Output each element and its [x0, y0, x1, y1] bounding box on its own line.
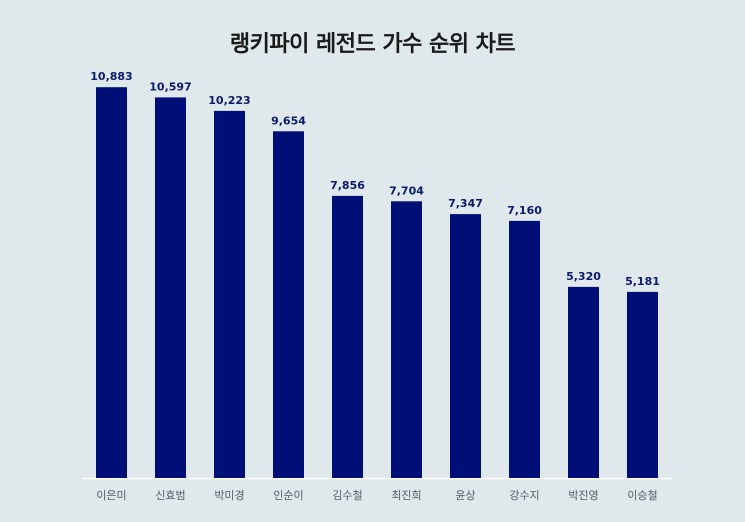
bar-5 [332, 195, 363, 478]
data-label-10: 5,181 [625, 275, 660, 288]
bar-9 [568, 286, 599, 478]
x-tick-label-8: 강수지 [509, 489, 539, 502]
data-label-2: 10,597 [149, 80, 191, 93]
chart-title: 랭키파이 레전드 가수 순위 차트 [229, 32, 516, 57]
x-tick-label-6: 최진희 [391, 489, 421, 502]
data-label-6: 7,704 [389, 184, 424, 197]
bar-8 [509, 220, 540, 478]
data-label-5: 7,856 [330, 179, 365, 192]
data-label-9: 5,320 [566, 270, 601, 283]
data-label-3: 10,223 [208, 94, 250, 107]
data-label-1: 10,883 [90, 70, 132, 83]
bar-2 [155, 97, 186, 479]
data-label-4: 9,654 [271, 114, 306, 127]
x-tick-label-7: 윤상 [455, 489, 475, 502]
bar-3 [214, 110, 245, 479]
bar-4 [273, 131, 304, 479]
bar-7 [450, 214, 481, 478]
bar-1 [96, 87, 127, 478]
x-tick-label-4: 인순이 [273, 489, 303, 502]
x-tick-label-9: 박진영 [568, 489, 598, 502]
data-label-8: 7,160 [507, 204, 542, 217]
x-tick-label-10: 이승철 [627, 489, 657, 502]
x-tick-label-3: 박미경 [214, 489, 244, 502]
bar-6 [391, 201, 422, 479]
x-tick-label-1: 이은미 [96, 489, 126, 502]
x-tick-label-5: 김수철 [332, 489, 362, 502]
data-label-7: 7,347 [448, 197, 483, 210]
bar-10 [627, 291, 658, 478]
x-tick-label-2: 신효범 [155, 489, 185, 502]
